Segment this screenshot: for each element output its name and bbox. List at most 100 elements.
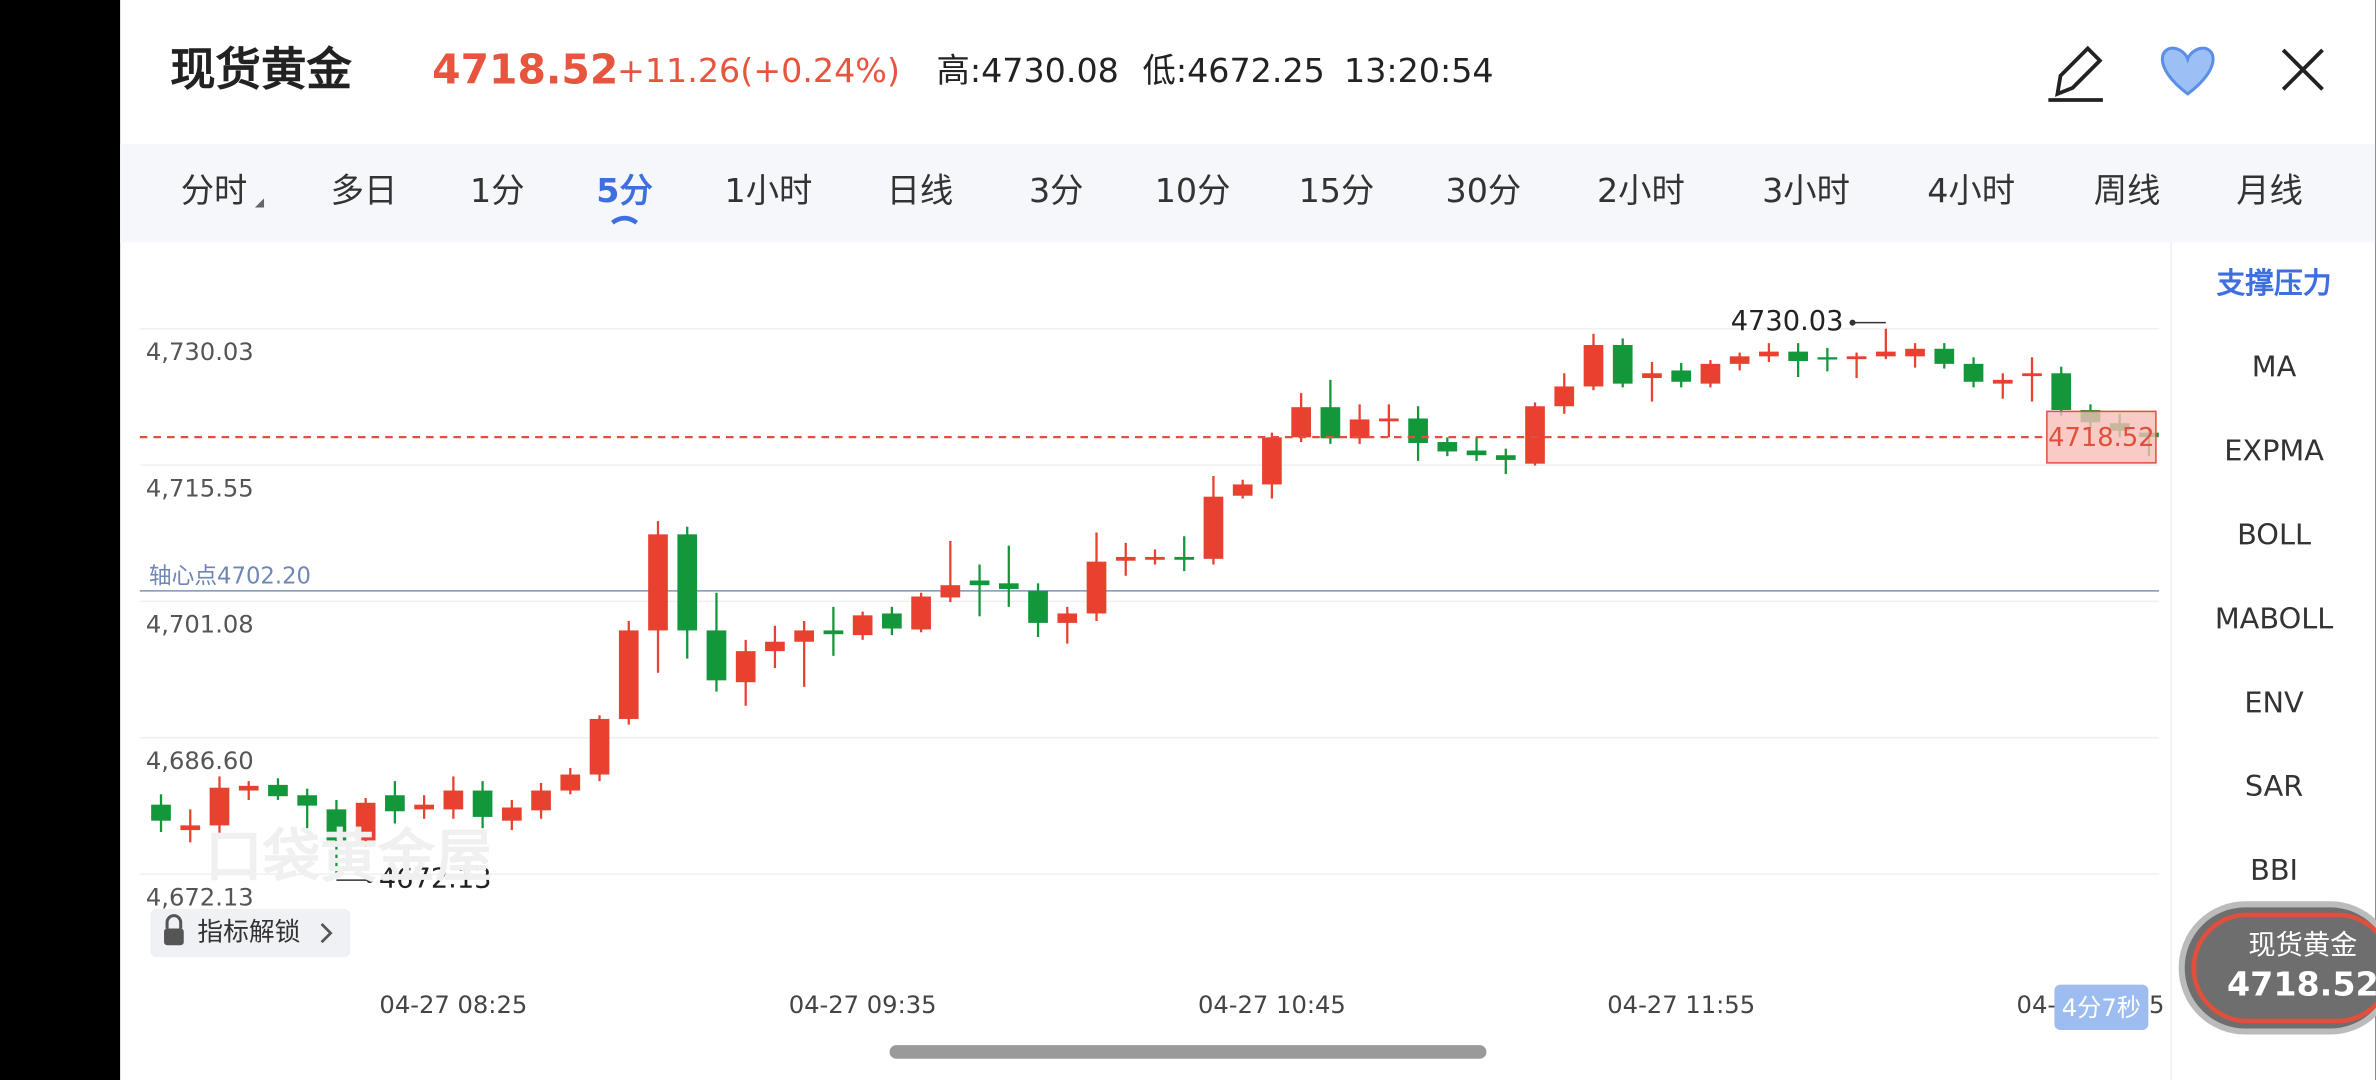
candle-body	[1846, 356, 1867, 360]
candle-body	[1320, 407, 1341, 439]
dropdown-caret	[254, 198, 265, 208]
timeframe-tab[interactable]: 日线	[887, 171, 954, 210]
candle-body	[1612, 345, 1633, 384]
candle-body	[1992, 379, 2013, 384]
high-marker-label: 4730.03	[1731, 306, 1844, 337]
unlock-label: 指标解锁	[197, 918, 300, 948]
candle-body	[414, 804, 434, 810]
candle-body	[1583, 345, 1604, 387]
unlock-button[interactable]: 指标解锁	[150, 908, 351, 958]
candle-body	[1495, 455, 1516, 460]
candle-body	[998, 583, 1019, 589]
day-low: 低:4672.25	[1143, 51, 1325, 90]
floating-widget[interactable]: 现货黄金 4718.52	[2178, 901, 2376, 1035]
timeframe-tab[interactable]: 月线	[2236, 171, 2303, 210]
timeframe-tab[interactable]: 5分	[596, 171, 653, 210]
candle-body	[823, 630, 844, 635]
last-price: 4718.52	[432, 46, 618, 94]
candle-body	[882, 613, 902, 629]
timeframe-tab[interactable]: 1小时	[725, 171, 813, 210]
low-marker-label: 4672.13	[379, 864, 492, 895]
candle-body	[1057, 613, 1078, 623]
candle-body	[1349, 419, 1370, 439]
candle-body	[1905, 348, 1925, 357]
price-change: +11.26(+0.24%)	[617, 51, 900, 90]
candle-body	[1379, 418, 1399, 422]
watermark: 口袋黄金屋	[205, 823, 493, 890]
active-tab-indicator	[611, 215, 639, 225]
last-price-label: 4718.52	[2048, 423, 2154, 453]
timeframe-tab[interactable]: 3分	[1029, 171, 1084, 210]
timeframe-tab[interactable]: 分时	[181, 171, 248, 210]
candle-body	[1086, 561, 1107, 614]
candle-body	[1437, 442, 1458, 452]
candle-body	[326, 809, 347, 841]
indicator-option[interactable]: SAR	[2245, 769, 2303, 803]
candle-body	[1642, 373, 1662, 378]
low-marker-dot	[366, 877, 373, 884]
widget-price: 4718.52	[2227, 965, 2376, 1004]
candle-body	[648, 534, 668, 631]
candle-body	[268, 784, 288, 797]
favorite-icon[interactable]	[2160, 46, 2215, 96]
timeframe-tab[interactable]: 1分	[470, 171, 525, 210]
scroll-indicator	[889, 1045, 1487, 1059]
candle-body	[1700, 363, 1721, 384]
timeframe-tab[interactable]: 3小时	[1762, 171, 1850, 210]
last-price-box	[2046, 410, 2157, 464]
candle-body	[1115, 556, 1136, 561]
candle-body	[1291, 407, 1311, 438]
instrument-title: 现货黄金	[170, 43, 352, 96]
candle-body	[765, 641, 785, 652]
candle-body	[735, 651, 756, 683]
x-tick-label: 04-27 08:25	[379, 991, 527, 1019]
x-tick-label: 04-27 10:45	[1198, 991, 1346, 1019]
candle-body	[2022, 373, 2042, 377]
timeframe-tab[interactable]: 15分	[1299, 171, 1375, 210]
timer-text: 4分7秒	[2062, 994, 2141, 1022]
timeframe-tab[interactable]: 多日	[331, 171, 398, 210]
high-marker-dot	[1849, 319, 1856, 326]
timeframe-tab[interactable]: 2小时	[1597, 171, 1685, 210]
close-icon[interactable]	[2281, 48, 2324, 91]
y-tick-label: 4,715.55	[146, 474, 254, 502]
timeframe-tab[interactable]: 30分	[1446, 171, 1522, 210]
candle-body	[180, 825, 201, 831]
quote-time: 13:20:54	[1344, 51, 1494, 90]
edit-icon[interactable]	[2048, 45, 2103, 102]
indicator-option[interactable]: EXPMA	[2224, 434, 2324, 468]
indicator-option[interactable]: ENV	[2244, 685, 2304, 719]
candle-body	[209, 787, 230, 826]
candle-body	[1788, 351, 1808, 362]
candle-body	[443, 790, 464, 810]
candle-body	[618, 630, 639, 719]
candle-body	[794, 630, 815, 642]
pivot-label: 轴心点4702.20	[149, 564, 311, 590]
candle-body	[677, 534, 698, 631]
candle-body	[589, 718, 610, 775]
timeframe-tab[interactable]: 10分	[1155, 171, 1231, 210]
indicator-option[interactable]: 支撑压力	[2217, 266, 2332, 300]
candle-body	[2051, 373, 2072, 411]
y-tick-label: 4,701.08	[146, 611, 254, 639]
timeframe-tab[interactable]: 4小时	[1927, 171, 2015, 210]
indicator-option[interactable]: BBI	[2250, 853, 2298, 887]
candle-body	[969, 580, 990, 586]
x-tick-label: 04-27 09:35	[789, 991, 937, 1019]
candle-body	[1554, 386, 1575, 407]
candle-body	[501, 807, 522, 821]
indicator-option[interactable]: MABOLL	[2215, 601, 2333, 635]
candle-body	[297, 795, 318, 806]
widget-name: 现货黄金	[2248, 930, 2357, 961]
indicator-option[interactable]: MA	[2252, 350, 2297, 384]
timer-badge: 4分7秒	[2054, 984, 2149, 1031]
candle-body	[852, 615, 873, 636]
indicator-option[interactable]: BOLL	[2237, 518, 2311, 552]
candle-body	[1963, 363, 1984, 382]
y-tick-label: 4,672.13	[146, 883, 254, 911]
y-tick-label: 4,686.60	[146, 747, 254, 775]
timeframe-tab[interactable]: 周线	[2094, 171, 2161, 210]
candle-body	[1729, 356, 1750, 364]
